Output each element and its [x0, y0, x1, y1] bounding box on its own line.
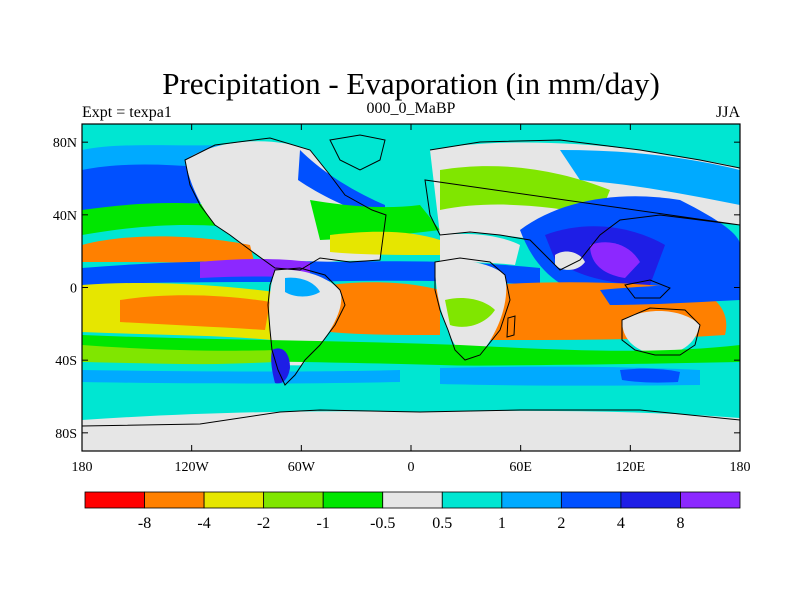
field-tibet — [555, 251, 585, 270]
figure-title: Precipitation - Evaporation (in mm/day) — [162, 66, 660, 101]
field-sahara — [440, 233, 520, 265]
colorbar-label: -4 — [197, 515, 210, 532]
field-w-pacific-blue — [600, 280, 740, 305]
coast-south-america — [267, 267, 346, 386]
lon-tick-label: 180 — [72, 460, 93, 475]
lon-tick-label: 180 — [730, 460, 751, 475]
colorbar-swatch — [680, 491, 741, 509]
field-n-pacific-subtropics — [82, 236, 255, 265]
colorbar-label: 8 — [676, 515, 684, 532]
colorbar-label: 4 — [617, 515, 625, 532]
lon-tick-label: 60E — [509, 460, 532, 475]
field-patagonia — [271, 348, 290, 384]
coast-maritime-continent — [624, 279, 671, 299]
lat-tick-label: 0 — [70, 282, 77, 297]
colorbar-label: -1 — [317, 515, 330, 532]
colorbar-swatch — [263, 491, 324, 509]
coast-antarctica — [82, 409, 740, 427]
field-amazon-blue — [285, 277, 320, 297]
colorbar-swatch — [501, 491, 562, 509]
colorbar: -8 -4 -2 -1 -0.5 0.5 1 2 4 8 — [84, 491, 741, 532]
colorbar-label: -2 — [257, 515, 270, 532]
lon-tick-label: 120W — [175, 460, 210, 475]
field-s-pacific-green — [82, 345, 275, 365]
field-africa-green — [445, 298, 495, 327]
field-n-atlantic-subtropics — [330, 231, 440, 255]
field-antarctica — [82, 410, 740, 451]
field-monsoon-peak — [590, 242, 640, 278]
coast-africa — [434, 257, 511, 361]
lon-tick-label: 0 — [408, 460, 415, 475]
colorbar-label: 1 — [498, 515, 506, 532]
coast-madagascar — [506, 315, 516, 338]
colorbar-label: -0.5 — [370, 515, 395, 532]
lon-tick-label: 120E — [616, 460, 646, 475]
colorbar-label: -8 — [138, 515, 151, 532]
coast-greenland — [329, 134, 386, 171]
colorbar-swatch — [84, 491, 145, 509]
field-s-pacific-core — [120, 295, 270, 330]
colorbar-swatch — [203, 491, 265, 509]
field-itcz — [82, 260, 540, 285]
field-n-atlantic — [310, 200, 440, 240]
lat-tick-label: 40S — [55, 354, 77, 369]
map-field — [82, 124, 740, 451]
lat-tick-label: 80S — [55, 427, 77, 442]
coastlines — [82, 134, 740, 427]
field-eurasia-green — [440, 166, 610, 215]
coast-eurasia — [424, 139, 740, 271]
lat-tick-label: 80N — [53, 136, 77, 151]
colorbar-swatch — [441, 491, 503, 509]
field-arctic — [82, 124, 740, 160]
experiment-label: Expt = texpa1 — [82, 104, 172, 121]
field-na-blue — [298, 150, 385, 220]
colorbar-label: 0.5 — [432, 515, 452, 532]
field-s-atlantic-deficit — [330, 282, 440, 335]
coast-north-america — [184, 137, 387, 271]
lat-tick-label: 40N — [53, 209, 77, 224]
colorbar-swatch — [322, 491, 384, 509]
time-label: 000_0_MaBP — [367, 100, 456, 117]
field-siberia-blue — [560, 150, 740, 205]
colorbar-swatch — [620, 491, 681, 509]
field-s-indian-core — [620, 368, 680, 383]
colorbar-swatch — [144, 491, 205, 509]
field-southern-storm-track — [82, 370, 400, 384]
coast-australia — [621, 307, 701, 356]
lon-tick-label: 60W — [288, 460, 316, 475]
longitude-axis: 180 120W 60W 0 60E 120E 180 — [72, 124, 751, 475]
field-australia — [622, 310, 700, 355]
season-label: JJA — [716, 104, 740, 121]
colorbar-swatch — [560, 491, 622, 509]
colorbar-label: 2 — [557, 515, 565, 532]
colorbar-swatch — [382, 491, 443, 509]
latitude-axis: 80N 40N 0 40S 80S — [53, 136, 740, 442]
